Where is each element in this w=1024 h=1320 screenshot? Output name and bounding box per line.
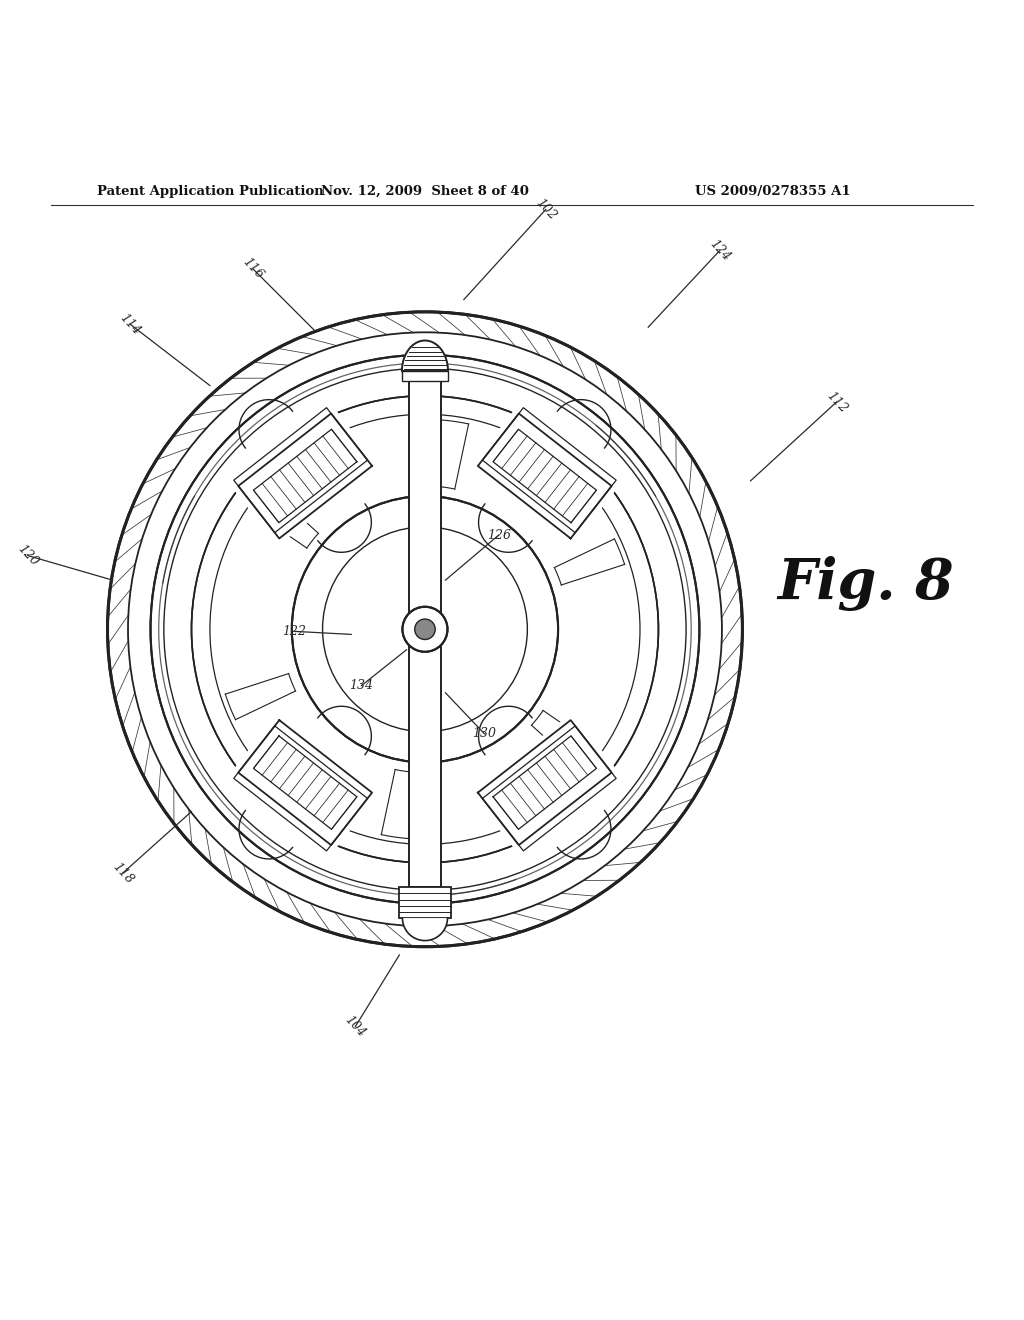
Text: 118: 118 — [110, 859, 136, 886]
Text: Nov. 12, 2009  Sheet 8 of 40: Nov. 12, 2009 Sheet 8 of 40 — [321, 185, 529, 198]
Text: 126: 126 — [486, 528, 511, 541]
Polygon shape — [470, 713, 620, 853]
Circle shape — [415, 619, 435, 639]
Text: 134: 134 — [349, 678, 374, 692]
Text: 102: 102 — [532, 197, 559, 223]
Polygon shape — [402, 917, 447, 941]
Bar — [399, 887, 451, 917]
Polygon shape — [233, 726, 368, 851]
Text: 122: 122 — [282, 624, 306, 638]
Circle shape — [151, 355, 699, 904]
Polygon shape — [230, 407, 380, 546]
Polygon shape — [482, 726, 616, 851]
Text: Patent Application Publication: Patent Application Publication — [97, 185, 324, 198]
Bar — [409, 371, 441, 887]
Text: Fig. 8: Fig. 8 — [777, 556, 953, 611]
Text: 116: 116 — [240, 256, 266, 282]
Circle shape — [108, 312, 742, 946]
Polygon shape — [482, 408, 616, 533]
Polygon shape — [230, 713, 380, 853]
Text: 124: 124 — [707, 238, 733, 264]
Circle shape — [191, 396, 658, 863]
Text: 120: 120 — [14, 543, 41, 569]
Text: 114: 114 — [117, 312, 143, 338]
Bar — [401, 371, 447, 381]
Circle shape — [402, 607, 447, 652]
Text: 112: 112 — [823, 389, 850, 416]
Polygon shape — [401, 341, 449, 371]
Text: 130: 130 — [472, 727, 497, 741]
Text: 104: 104 — [342, 1014, 369, 1040]
Text: US 2009/0278355 A1: US 2009/0278355 A1 — [695, 185, 851, 198]
Polygon shape — [233, 408, 368, 533]
Circle shape — [292, 496, 558, 763]
Polygon shape — [470, 407, 620, 546]
